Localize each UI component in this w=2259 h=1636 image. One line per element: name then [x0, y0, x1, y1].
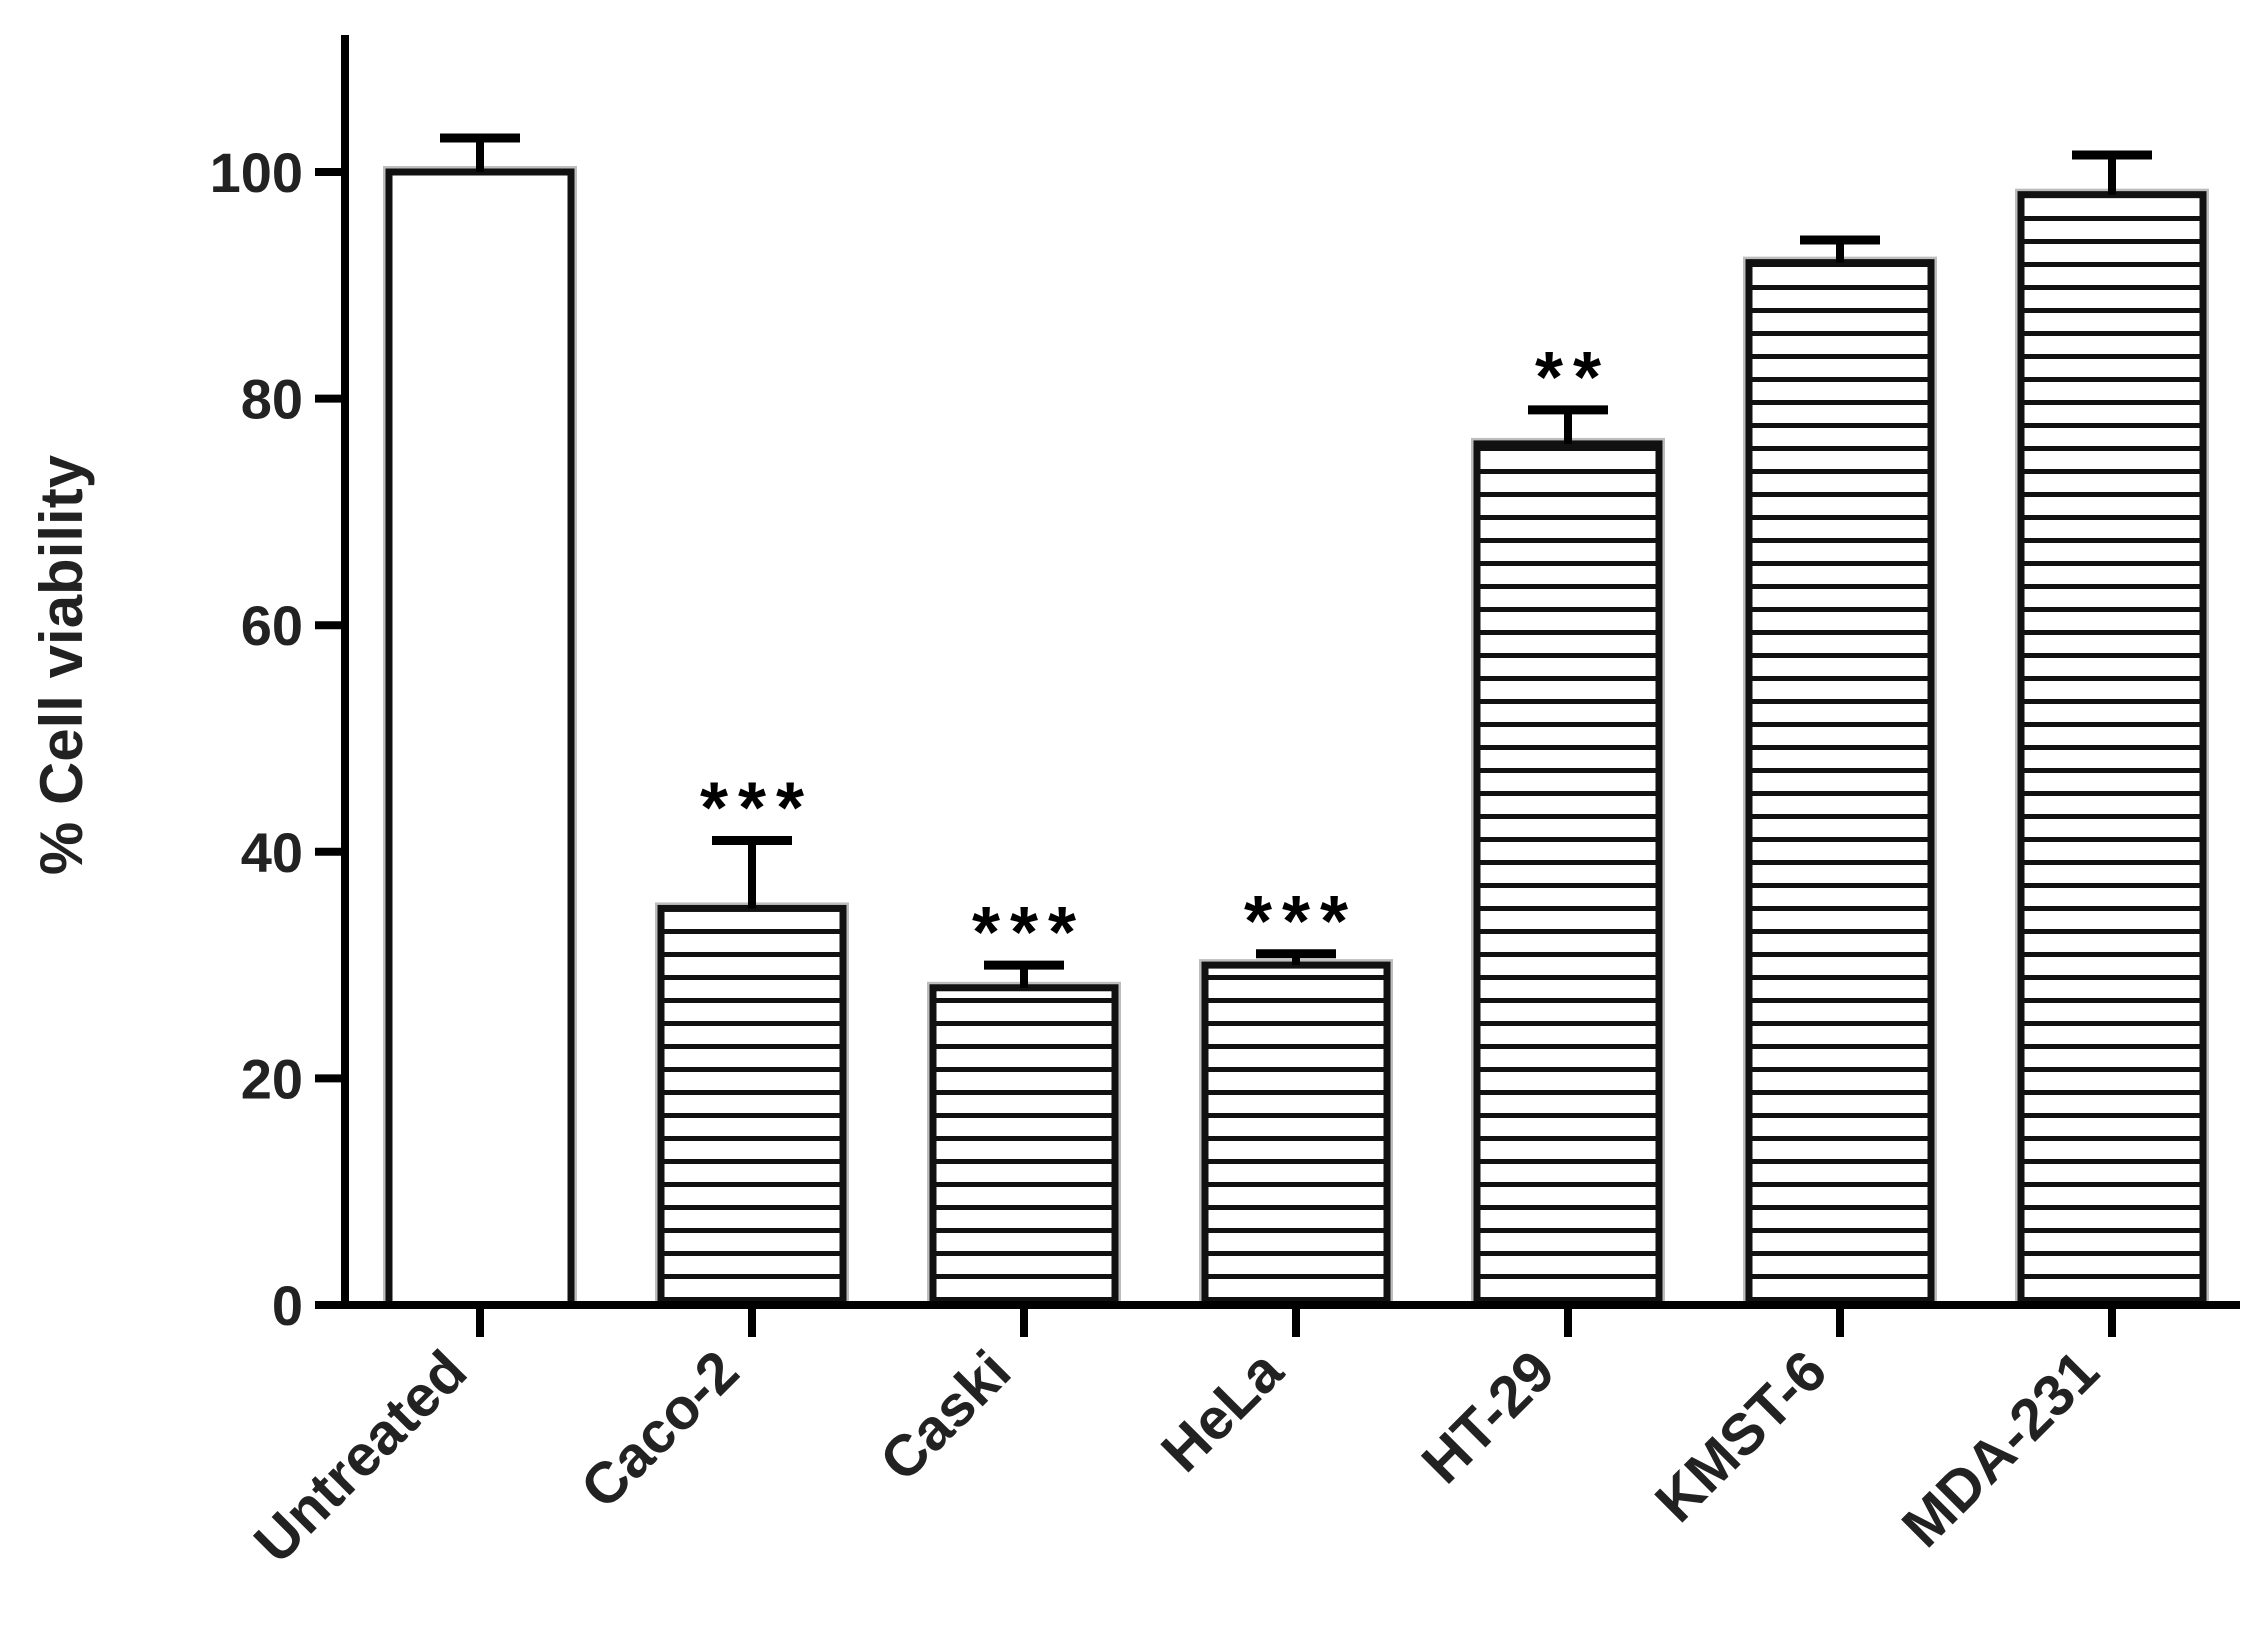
bar-hela	[1201, 961, 1391, 1309]
bar-caski	[929, 984, 1119, 1309]
significance-label-hela: ***	[1244, 882, 1358, 962]
significance-label-caski: ***	[972, 893, 1086, 973]
bar-mda-231	[2017, 191, 2207, 1309]
y-tick-label: 20	[241, 1047, 303, 1110]
error-bars-group	[440, 133, 2152, 988]
x-tick-label-caco-2: Caco-2	[568, 1338, 751, 1521]
y-tick-label: 100	[210, 141, 303, 204]
y-tick-label: 40	[241, 821, 303, 884]
y-tick-label: 0	[272, 1274, 303, 1337]
bar-kmst-6	[1745, 259, 1935, 1309]
y-tick-label: 80	[241, 368, 303, 431]
bar-untreated	[385, 168, 575, 1309]
x-tick-label-mda-231: MDA-231	[1890, 1338, 2111, 1559]
x-tick-label-untreated: Untreated	[242, 1338, 479, 1575]
y-tick-label: 60	[241, 594, 303, 657]
bars-group	[383, 166, 2209, 1309]
x-ticks-group: Untreated Caco-2 Caski HeLa HT-29 KMST-6 MDA-2…	[242, 1305, 2116, 1576]
x-tick-label-caski: Caski	[868, 1338, 1023, 1493]
y-ticks-group: 0 20 40 60 80 100	[210, 141, 345, 1337]
significance-label-caco-2: ***	[700, 768, 814, 848]
significance-group: ****** *****	[700, 338, 1611, 973]
x-tick-label-kmst-6: KMST-6	[1643, 1338, 1839, 1534]
significance-label-ht-29: **	[1535, 338, 1611, 418]
bar-caco-2	[657, 904, 847, 1309]
y-axis-label: % Cell viability	[28, 454, 95, 875]
axes	[341, 35, 2240, 1309]
x-tick-label-hela: HeLa	[1149, 1338, 1296, 1485]
x-tick-label-ht-29: HT-29	[1410, 1338, 1568, 1496]
bar-ht-29	[1473, 440, 1663, 1309]
